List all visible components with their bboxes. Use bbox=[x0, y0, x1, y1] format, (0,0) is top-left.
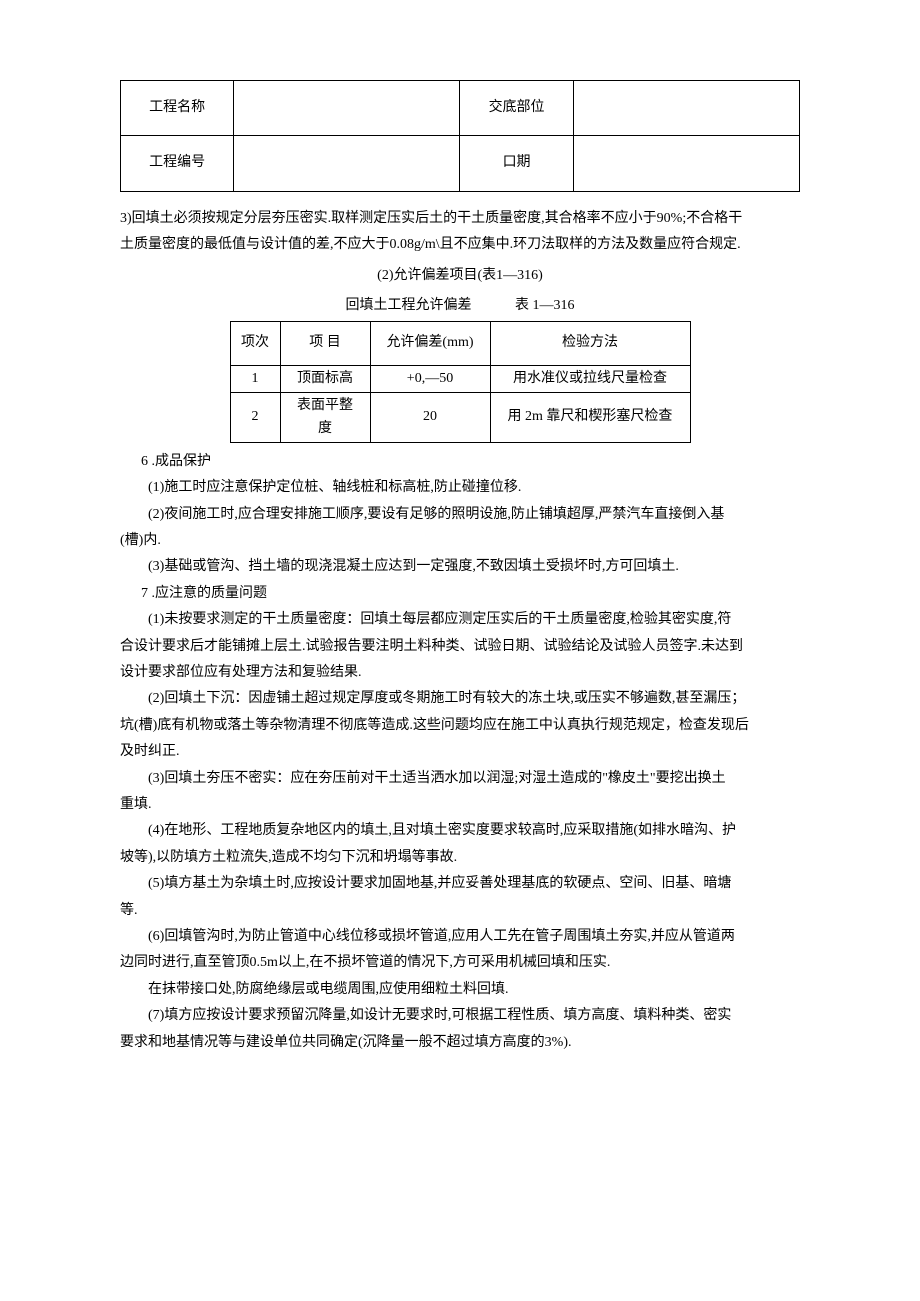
header-value-project-no bbox=[234, 136, 460, 191]
header-label-date: 口期 bbox=[460, 136, 573, 191]
sec7-p5-l2: 等. bbox=[120, 900, 800, 922]
intro-paragraph-line1: 3)回填土必须按规定分层夯压密实.取样测定压实后土的干土质量密度,其合格率不应小… bbox=[120, 208, 800, 230]
header-value-date bbox=[573, 136, 799, 191]
sec7-p3-l1: (3)回填土夯压不密实：应在夯压前对干土适当洒水加以润湿;对湿土造成的"橡皮土"… bbox=[120, 768, 800, 790]
sec7-p4-l2: 坡等),以防填方土粒流失,造成不均匀下沉和坍塌等事故. bbox=[120, 847, 800, 869]
sec6-p3: (3)基础或管沟、挡土墙的现浇混凝土应达到一定强度,不致因填土受损坏时,方可回填… bbox=[120, 556, 800, 578]
sec6-p2-l2: (槽)内. bbox=[120, 530, 800, 552]
sec6-p1: (1)施工时应注意保护定位桩、轴线桩和标高桩,防止碰撞位移. bbox=[120, 477, 800, 499]
cell-method: 用水准仪或拉线尺量检查 bbox=[490, 365, 690, 392]
sec7-p3-l2: 重填. bbox=[120, 794, 800, 816]
deviation-section-title: (2)允许偏差项目(表1—316) bbox=[377, 268, 543, 283]
cell-deviation: +0,—50 bbox=[370, 365, 490, 392]
deviation-table-caption-right: 表 1—316 bbox=[515, 295, 575, 317]
table-row: 2 表面平整度 20 用 2m 靠尺和楔形塞尺检查 bbox=[230, 393, 690, 443]
sec7-p6-l2: 边同时进行,直至管顶0.5m以上,在不损坏管道的情况下,方可采用机械回填和压实. bbox=[120, 952, 800, 974]
col-header-item: 项 目 bbox=[280, 322, 370, 365]
cell-seq: 2 bbox=[230, 393, 280, 443]
col-header-method: 检验方法 bbox=[490, 322, 690, 365]
sec7-p6-l3: 在抹带接口处,防腐绝缘层或电缆周围,应使用细粒土料回填. bbox=[120, 979, 800, 1001]
header-label-project-no: 工程编号 bbox=[121, 136, 234, 191]
sec7-p7-l1: (7)填方应按设计要求预留沉降量,如设计无要求时,可根据工程性质、填方高度、填料… bbox=[120, 1005, 800, 1027]
header-label-disclosure-part: 交底部位 bbox=[460, 81, 573, 136]
sec7-p1-l1: (1)未按要求测定的干土质量密度：回填土每层都应测定压实后的干土质量密度,检验其… bbox=[120, 609, 800, 631]
sec7-p7-l2: 要求和地基情况等与建设单位共同确定(沉降量一般不超过填方高度的3%). bbox=[120, 1032, 800, 1054]
sec7-p2-l2: 坑(槽)底有机物或落土等杂物清理不彻底等造成.这些问题均应在施工中认真执行规范规… bbox=[120, 715, 800, 737]
sec7-p2-l1: (2)回填土下沉：因虚铺土超过规定厚度或冬期施工时有较大的冻土块,或压实不够遍数… bbox=[120, 688, 800, 710]
sec7-p1-l3: 设计要求部位应有处理方法和复验结果. bbox=[120, 662, 800, 684]
deviation-section-title-wrap: (2)允许偏差项目(表1—316) bbox=[120, 265, 800, 287]
cell-item: 表面平整度 bbox=[280, 393, 370, 443]
deviation-table-caption-left: 回填土工程允许偏差 bbox=[346, 295, 472, 317]
sec6-p2-l1: (2)夜间施工时,应合理安排施工顺序,要设有足够的照明设施,防止铺填超厚,严禁汽… bbox=[120, 504, 800, 526]
table-row: 1 顶面标高 +0,—50 用水准仪或拉线尺量检查 bbox=[230, 365, 690, 392]
cell-item: 顶面标高 bbox=[280, 365, 370, 392]
intro-paragraph-line2: 土质量密度的最低值与设计值的差,不应大于0.08g/m\且不应集中.环刀法取样的… bbox=[120, 234, 800, 256]
cell-seq: 1 bbox=[230, 365, 280, 392]
sec7-p4-l1: (4)在地形、工程地质复杂地区内的填土,且对填土密实度要求较高时,应采取措施(如… bbox=[120, 820, 800, 842]
header-value-disclosure-part bbox=[573, 81, 799, 136]
sec7-p5-l1: (5)填方基土为杂填土时,应按设计要求加固地基,并应妥善处理基底的软硬点、空间、… bbox=[120, 873, 800, 895]
col-header-deviation: 允许偏差(mm) bbox=[370, 322, 490, 365]
cell-method: 用 2m 靠尺和楔形塞尺检查 bbox=[490, 393, 690, 443]
deviation-table-caption-wrap: 回填土工程允许偏差 表 1—316 bbox=[120, 295, 800, 317]
sec7-p6-l1: (6)回填管沟时,为防止管道中心线位移或损坏管道,应用人工先在管子周围填土夯实,… bbox=[120, 926, 800, 948]
cell-deviation: 20 bbox=[370, 393, 490, 443]
section-6-title: 6 .成品保护 bbox=[120, 451, 800, 473]
sec7-p1-l2: 合设计要求后才能铺摊上层土.试验报告要注明土料种类、试验日期、试验结论及试验人员… bbox=[120, 636, 800, 658]
deviation-table: 项次 项 目 允许偏差(mm) 检验方法 1 顶面标高 +0,—50 用水准仪或… bbox=[230, 321, 691, 443]
header-value-project-name bbox=[234, 81, 460, 136]
col-header-seq: 项次 bbox=[230, 322, 280, 365]
sec7-p2-l3: 及时纠正. bbox=[120, 741, 800, 763]
section-7-title: 7 .应注意的质量问题 bbox=[120, 583, 800, 605]
header-label-project-name: 工程名称 bbox=[121, 81, 234, 136]
header-table: 工程名称 交底部位 工程编号 口期 bbox=[120, 80, 800, 192]
